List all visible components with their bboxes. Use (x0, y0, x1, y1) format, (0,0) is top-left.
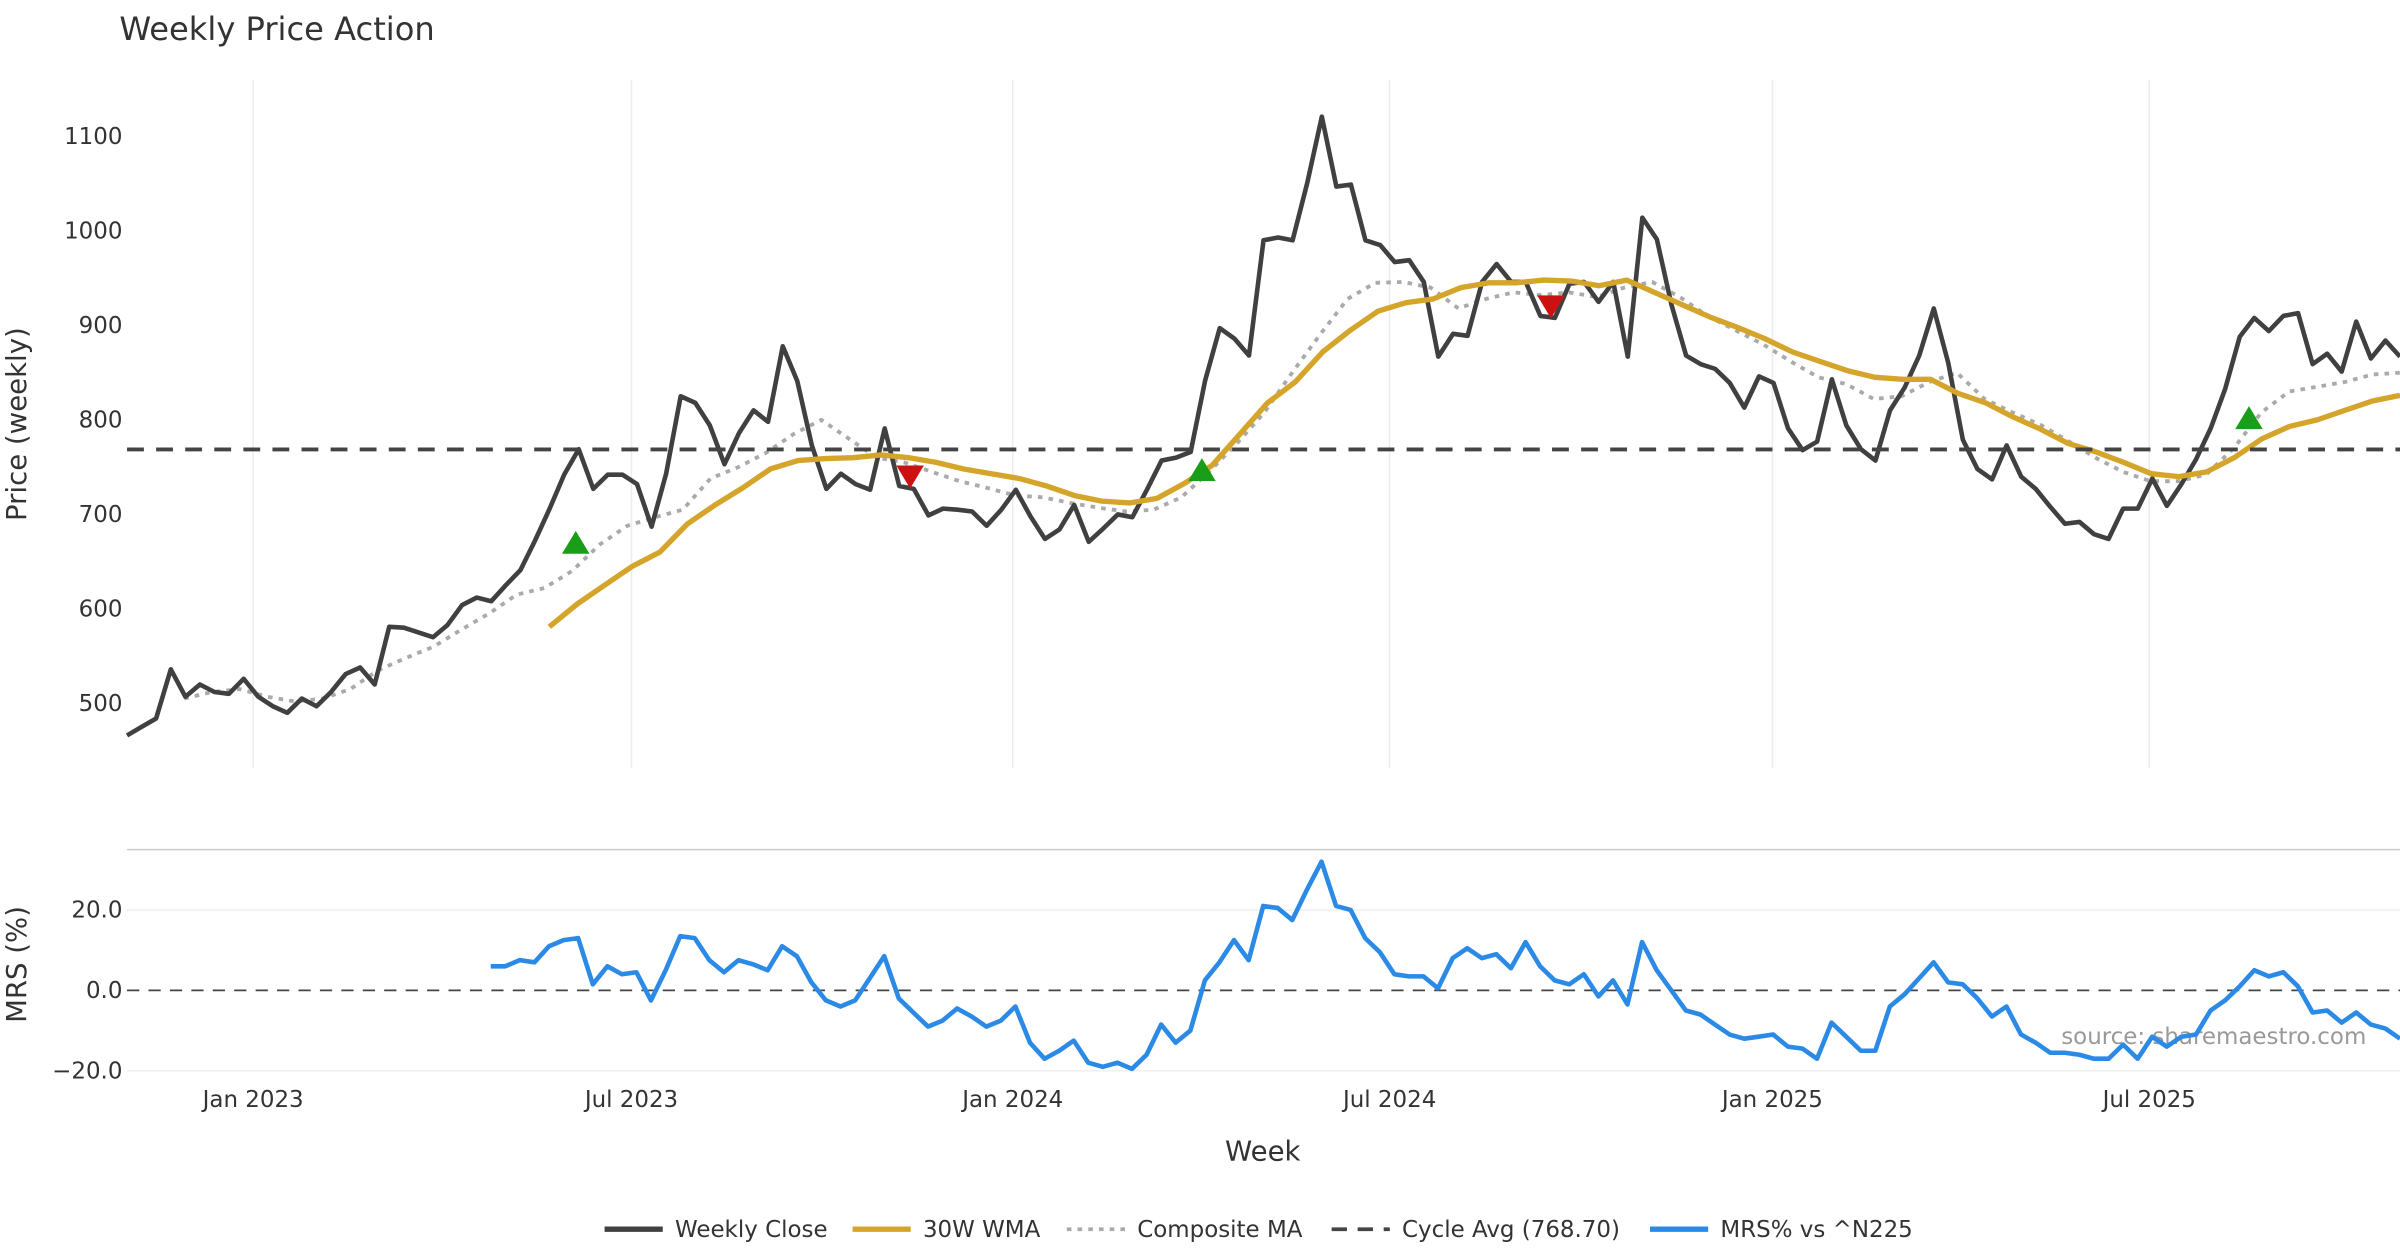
mrs-grid (127, 909, 2400, 1072)
wma-30w-line (547, 277, 2400, 629)
source-note: source: sharemaestro.com (2061, 1024, 2366, 1050)
price-tick-label: 500 (79, 691, 123, 717)
mrs-line (490, 859, 2400, 1072)
buy-signal-marker (1188, 458, 1216, 482)
legend-label: Cycle Avg (768.70) (1402, 1217, 1620, 1243)
legend-entry: 30W WMA (852, 1217, 1041, 1243)
x-tick-label: Jul 2024 (1341, 1087, 1436, 1113)
chart-title: Weekly Price Action (119, 10, 434, 48)
weekly-close-line (125, 114, 2400, 738)
price-tick-label: 1000 (64, 219, 122, 245)
mrs-tick-label: −20.0 (52, 1058, 122, 1084)
x-tick-label: Jul 2023 (583, 1087, 678, 1113)
legend-entry: Weekly Close (604, 1217, 828, 1243)
composite-ma-line (183, 280, 2400, 704)
sell-signal-marker (1537, 295, 1565, 319)
buy-signal-marker (561, 530, 590, 554)
legend-label: 30W WMA (923, 1217, 1041, 1243)
price-axis-label: Price (weekly) (1, 327, 33, 521)
x-tick-labels: Jan 2023 Jul 2023 Jan 2024 Jul 2024 Jan 2025… (201, 1087, 2196, 1113)
x-axis-label: Week (1225, 1135, 1301, 1167)
price-grid (252, 79, 2151, 769)
x-tick-label: Jan 2023 (201, 1087, 304, 1113)
legend-entry: Composite MA (1066, 1217, 1303, 1243)
legend-entry: Cycle Avg (768.70) (1331, 1217, 1620, 1243)
mrs-series (490, 859, 2400, 1072)
mrs-tick-label: 0.0 (86, 978, 122, 1004)
price-series (125, 114, 2400, 738)
buy-signal-marker (2235, 406, 2263, 430)
legend-entry: MRS% vs ^N225 (1650, 1217, 1913, 1243)
legend: Weekly Close 30W WMA Composite MA Cycle Avg… (604, 1217, 1913, 1243)
x-tick-label: Jan 2024 (960, 1087, 1063, 1113)
y-tick-labels: 500 600 700 800 900 1000 1100 20.0 0.0 −20.0 (52, 124, 122, 1084)
x-tick-label: Jan 2025 (1720, 1087, 1823, 1113)
legend-label: Composite MA (1137, 1217, 1302, 1243)
price-tick-label: 900 (79, 313, 123, 339)
legend-label: Weekly Close (675, 1217, 828, 1243)
mrs-axis-label: MRS (%) (1, 906, 33, 1023)
legend-label: MRS% vs ^N225 (1720, 1217, 1912, 1243)
x-tick-label: Jul 2025 (2101, 1087, 2196, 1113)
price-tick-label: 1100 (64, 124, 122, 150)
sell-signal-marker (896, 465, 924, 489)
mrs-tick-label: 20.0 (71, 898, 122, 924)
signal-markers (561, 295, 2263, 554)
price-tick-label: 800 (79, 408, 123, 434)
price-tick-label: 600 (79, 596, 123, 622)
price-tick-label: 700 (79, 502, 123, 528)
